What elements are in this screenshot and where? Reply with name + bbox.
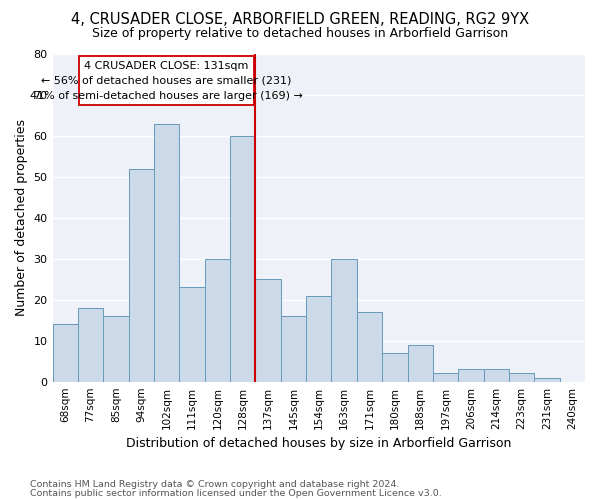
Bar <box>306 296 331 382</box>
Text: ← 56% of detached houses are smaller (231): ← 56% of detached houses are smaller (23… <box>41 76 292 86</box>
Text: 4 CRUSADER CLOSE: 131sqm: 4 CRUSADER CLOSE: 131sqm <box>85 61 249 71</box>
Text: Contains HM Land Registry data © Crown copyright and database right 2024.: Contains HM Land Registry data © Crown c… <box>30 480 400 489</box>
Bar <box>357 312 382 382</box>
Bar <box>128 168 154 382</box>
Y-axis label: Number of detached properties: Number of detached properties <box>15 120 28 316</box>
Bar <box>154 124 179 382</box>
Bar <box>281 316 306 382</box>
Bar <box>433 374 458 382</box>
Bar <box>484 370 509 382</box>
Bar <box>103 316 128 382</box>
Bar <box>407 345 433 382</box>
Bar <box>382 353 407 382</box>
Text: Size of property relative to detached houses in Arborfield Garrison: Size of property relative to detached ho… <box>92 28 508 40</box>
Bar <box>53 324 78 382</box>
Bar <box>230 136 256 382</box>
Text: 4, CRUSADER CLOSE, ARBORFIELD GREEN, READING, RG2 9YX: 4, CRUSADER CLOSE, ARBORFIELD GREEN, REA… <box>71 12 529 28</box>
Bar <box>534 378 560 382</box>
Bar <box>205 259 230 382</box>
Bar <box>79 56 254 105</box>
Bar <box>78 308 103 382</box>
Text: 41% of semi-detached houses are larger (169) →: 41% of semi-detached houses are larger (… <box>30 91 303 101</box>
Text: Contains public sector information licensed under the Open Government Licence v3: Contains public sector information licen… <box>30 488 442 498</box>
Bar <box>509 374 534 382</box>
Bar <box>179 288 205 382</box>
Bar <box>458 370 484 382</box>
Bar <box>331 259 357 382</box>
X-axis label: Distribution of detached houses by size in Arborfield Garrison: Distribution of detached houses by size … <box>126 437 511 450</box>
Bar <box>256 280 281 382</box>
